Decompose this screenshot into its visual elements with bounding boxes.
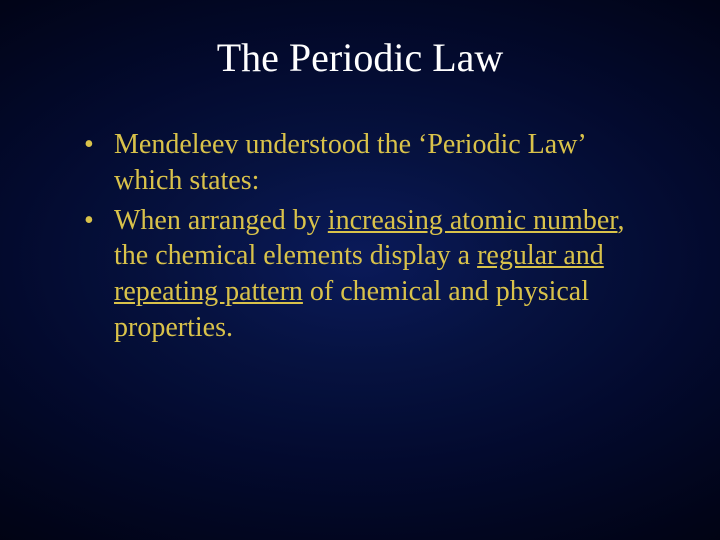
text-segment: increasing atomic number bbox=[328, 205, 618, 236]
text-segment: Mendeleev understood the ‘Periodic Law’ … bbox=[114, 129, 585, 196]
list-item: When arranged by increasing atomic numbe… bbox=[84, 203, 660, 346]
list-item: Mendeleev understood the ‘Periodic Law’ … bbox=[84, 127, 660, 199]
slide-title: The Periodic Law bbox=[60, 34, 660, 81]
slide: The Periodic Law Mendeleev understood th… bbox=[0, 0, 720, 540]
bullet-list: Mendeleev understood the ‘Periodic Law’ … bbox=[60, 127, 660, 346]
text-segment: When arranged by bbox=[114, 205, 328, 236]
